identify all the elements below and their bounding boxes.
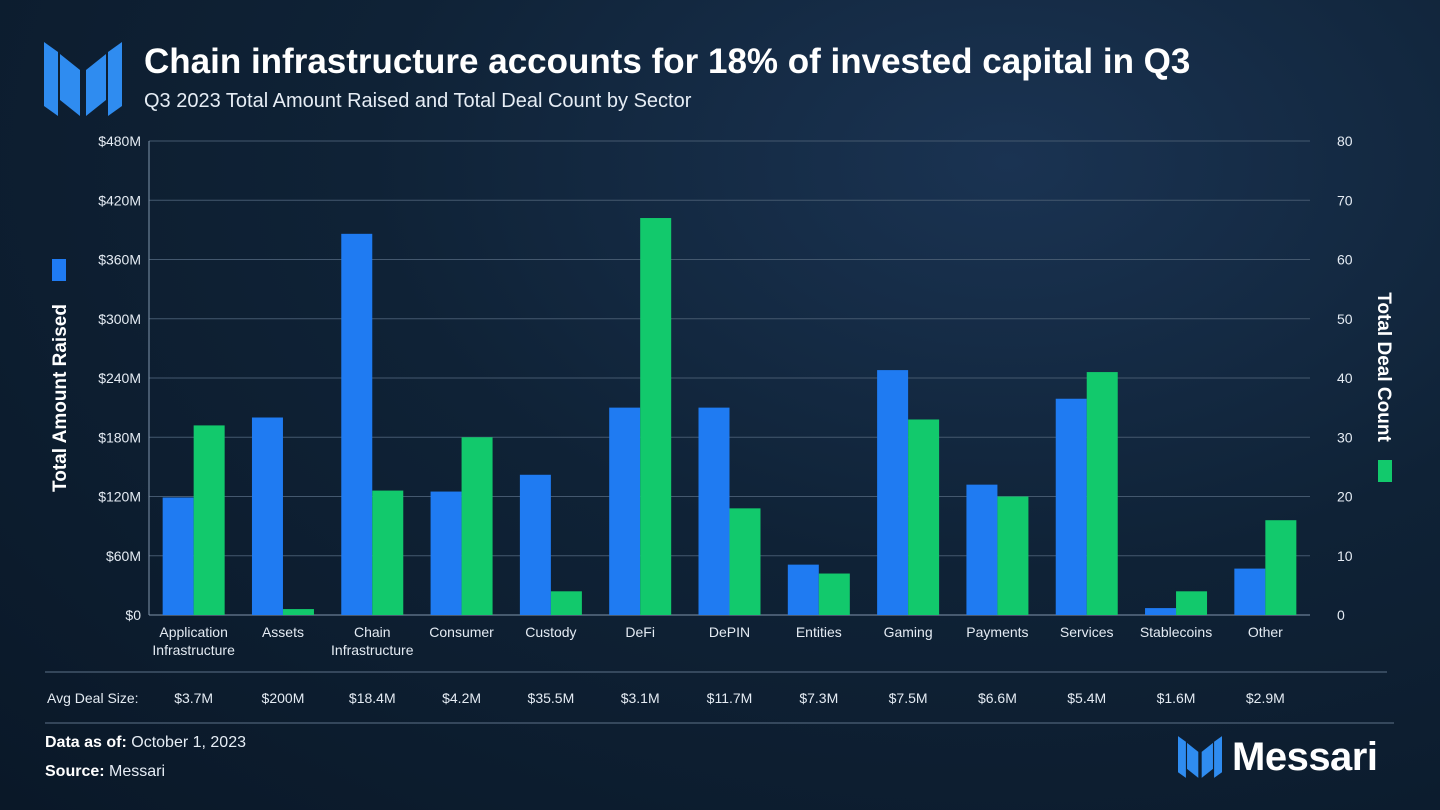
- y-tick-right: 80: [1337, 133, 1353, 149]
- x-tick-label: DeFi: [625, 624, 655, 640]
- chart-title: Chain infrastructure accounts for 18% of…: [144, 42, 1191, 81]
- avg-deal-size-value: $3.1M: [621, 690, 660, 706]
- avg-deal-size-value: $2.9M: [1246, 690, 1285, 706]
- messari-logo-icon: [44, 42, 122, 116]
- amount-legend-marker: [52, 259, 66, 281]
- source-label: Source:: [45, 763, 105, 780]
- data-as-of: Data as of: October 1, 2023: [45, 734, 246, 752]
- amount-bar: [1055, 398, 1087, 615]
- y-tick-right: 0: [1337, 607, 1345, 623]
- deal-count-bar: [1265, 520, 1297, 615]
- avg-deal-size-label: Avg Deal Size:: [47, 690, 139, 706]
- y-tick-right: 40: [1337, 370, 1353, 386]
- deal-count-bar: [997, 496, 1029, 615]
- amount-bar: [341, 233, 373, 615]
- y-tick-right: 10: [1337, 548, 1353, 564]
- y-tick-left: $240M: [98, 370, 141, 386]
- avg-deal-size-value: $6.6M: [978, 690, 1017, 706]
- deal-count-bar: [550, 591, 582, 615]
- deal-count-bar: [908, 419, 940, 615]
- amount-bar: [787, 564, 819, 615]
- amount-bar: [698, 407, 730, 615]
- y-tick-right: 30: [1337, 429, 1353, 445]
- amount-bar: [966, 484, 998, 615]
- deal-count-bar: [818, 573, 850, 615]
- x-tick-label: Services: [1060, 624, 1114, 640]
- deal-count-bar: [1176, 591, 1208, 615]
- amount-bar: [1145, 608, 1177, 615]
- avg-deal-size-value: $11.7M: [707, 690, 753, 706]
- y-tick-left: $180M: [98, 429, 141, 445]
- messari-brand: Messari: [1178, 734, 1378, 780]
- amount-bar: [162, 497, 194, 615]
- deal-count-legend-marker: [1378, 460, 1392, 482]
- deal-count-bar: [729, 508, 761, 615]
- x-tick-label: Consumer: [429, 624, 494, 640]
- messari-brand-icon: [1178, 736, 1222, 778]
- y-axis-right-title: Total Deal Count: [1373, 292, 1394, 442]
- x-tick-label: Other: [1248, 624, 1283, 640]
- data-as-of-label: Data as of:: [45, 734, 127, 751]
- avg-deal-size-value: $200M: [262, 690, 305, 706]
- y-axis-left-title: Total Amount Raised: [50, 304, 71, 492]
- avg-deal-size-value: $4.2M: [442, 690, 481, 706]
- y-tick-right: 50: [1337, 311, 1353, 327]
- deal-count-bar: [1086, 372, 1118, 615]
- y-tick-right: 70: [1337, 192, 1353, 208]
- y-tick-left: $420M: [98, 192, 141, 208]
- data-as-of-value: October 1, 2023: [131, 734, 246, 751]
- x-tick-label: Gaming: [884, 624, 933, 640]
- deal-count-bar: [461, 437, 493, 615]
- x-tick-label: Chain: [354, 624, 391, 640]
- y-tick-left: $360M: [98, 252, 141, 268]
- y-tick-left: $120M: [98, 489, 141, 505]
- messari-wordmark: Messari: [1232, 734, 1378, 779]
- amount-bar: [877, 370, 909, 615]
- avg-deal-size-value: $1.6M: [1157, 690, 1196, 706]
- y-tick-right: 60: [1337, 252, 1353, 268]
- avg-deal-size-value: $7.3M: [799, 690, 838, 706]
- avg-deal-size-value: $3.7M: [174, 690, 213, 706]
- avg-deal-size-value: $18.4M: [349, 690, 396, 706]
- y-tick-left: $480M: [98, 133, 141, 149]
- y-tick-left: $60M: [106, 548, 141, 564]
- avg-deal-size-value: $7.5M: [889, 690, 928, 706]
- source: Source: Messari: [45, 763, 165, 781]
- avg-deal-size-value: $35.5M: [528, 690, 575, 706]
- x-tick-label: Infrastructure: [152, 642, 235, 658]
- deal-count-bar: [282, 609, 314, 615]
- x-tick-label: Stablecoins: [1140, 624, 1212, 640]
- deal-count-bar: [193, 425, 225, 615]
- x-tick-label: DePIN: [709, 624, 750, 640]
- amount-bar: [519, 474, 551, 615]
- deal-count-bar: [372, 490, 404, 615]
- x-tick-label: Application: [159, 624, 228, 640]
- x-tick-label: Payments: [966, 624, 1028, 640]
- deal-count-bar: [640, 218, 672, 615]
- amount-bar: [1234, 568, 1266, 615]
- x-tick-label: Entities: [796, 624, 842, 640]
- x-tick-label: Custody: [525, 624, 576, 640]
- y-tick-right: 20: [1337, 489, 1353, 505]
- y-tick-left: $0: [125, 607, 141, 623]
- chart-subtitle: Q3 2023 Total Amount Raised and Total De…: [144, 90, 692, 112]
- x-tick-label: Assets: [262, 624, 304, 640]
- x-tick-label: Infrastructure: [331, 642, 414, 658]
- avg-deal-size-value: $5.4M: [1067, 690, 1106, 706]
- y-tick-left: $300M: [98, 311, 141, 327]
- amount-bar: [609, 407, 641, 615]
- amount-bar: [251, 417, 283, 615]
- source-value: Messari: [109, 763, 166, 780]
- amount-bar: [430, 491, 462, 615]
